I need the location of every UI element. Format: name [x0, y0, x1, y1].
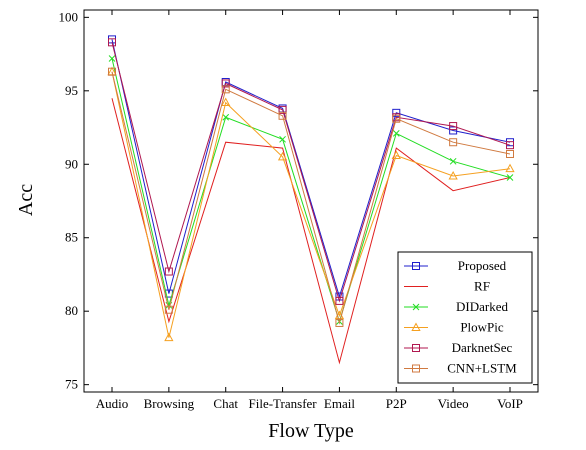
y-axis-title: Acc	[15, 184, 37, 216]
legend-item-didarked: DIDarked	[404, 299, 508, 314]
marker-stroke	[412, 303, 420, 311]
series-line-darknetsec	[111, 42, 511, 303]
x-tick-label: Browsing	[144, 396, 195, 411]
data-point-didarked	[222, 113, 230, 121]
legend-label: Proposed	[458, 258, 507, 273]
y-tick-label: 85	[65, 230, 78, 245]
data-point-cnn-lstm	[506, 149, 514, 158]
legend-marker	[411, 322, 421, 331]
data-point-plowpic	[391, 150, 401, 159]
data-point-cnn-lstm	[449, 138, 458, 147]
data-point-darknetsec	[221, 79, 230, 88]
data-point-cnn-lstm	[278, 111, 287, 120]
x-tick-label: Email	[324, 396, 355, 411]
x-tick-label: P2P	[386, 396, 407, 411]
data-point-proposed	[449, 126, 458, 135]
data-point-darknetsec	[506, 141, 514, 150]
marker-stroke	[392, 130, 400, 137]
x-axis-title: Flow Type	[268, 420, 354, 442]
y-tick-label: 95	[65, 83, 78, 98]
x-tick-label: Audio	[96, 396, 129, 411]
data-point-didarked	[449, 157, 457, 165]
data-point-darknetsec	[108, 38, 116, 47]
series-cnn-lstm	[108, 67, 514, 327]
axes-layer: 75 80 85 90 95 100 Audio Browsing Chat File-Trans…	[59, 9, 539, 411]
legend-item-plowpic: PlowPic	[404, 320, 504, 335]
legend-box	[397, 251, 533, 384]
x-tick-label: File-Transfer	[249, 396, 318, 411]
y-tick-label: 80	[65, 303, 78, 318]
legend-marker	[412, 303, 420, 311]
data-point-darknetsec	[164, 267, 173, 276]
data-point-didarked	[506, 174, 514, 181]
data-point-darknetsec	[449, 122, 458, 131]
legend-item-rf: RF	[404, 279, 490, 294]
data-point-cnn-lstm	[392, 114, 401, 123]
plot-frame	[83, 9, 539, 393]
marker-stroke	[108, 55, 116, 62]
data-point-plowpic	[505, 163, 515, 173]
marker-stroke	[506, 174, 514, 181]
data-point-didarked	[392, 130, 400, 137]
series-rf	[111, 98, 511, 365]
legend-marker	[412, 262, 420, 270]
marker-stroke	[222, 113, 230, 121]
legend-item-proposed: Proposed	[404, 258, 507, 273]
x-tick-label: VoIP	[497, 396, 523, 411]
data-point-darknetsec	[335, 296, 344, 305]
series-line-cnn-lstm	[111, 71, 511, 325]
series-line-rf	[111, 98, 511, 365]
legend-marker	[412, 344, 420, 352]
data-point-didarked	[279, 135, 286, 143]
y-tick-label: 75	[65, 377, 78, 392]
series-layer	[107, 35, 515, 365]
legend-label: DarknetSec	[452, 340, 513, 355]
data-point-cnn-lstm	[221, 85, 230, 94]
data-point-proposed	[392, 108, 401, 117]
legend: Proposed RF DIDarked PlowPic DarknetSec CNN+L…	[397, 251, 533, 384]
marker-stroke	[279, 135, 286, 143]
data-point-cnn-lstm	[335, 318, 344, 327]
series-line-plowpic	[111, 71, 511, 338]
data-point-plowpic	[221, 97, 231, 107]
y-tick-label: 100	[59, 9, 79, 24]
legend-label: PlowPic	[460, 320, 504, 335]
legend-item-darknetsec: DarknetSec	[404, 340, 513, 355]
legend-item-cnn-lstm: CNN+LSTM	[404, 361, 517, 376]
series-line-proposed	[111, 39, 511, 299]
data-point-plowpic	[448, 170, 458, 180]
y-tick-label: 90	[65, 156, 78, 171]
x-tick-label: Chat	[213, 396, 238, 411]
data-point-cnn-lstm	[108, 67, 116, 76]
data-point-didarked	[108, 55, 116, 62]
data-point-plowpic	[164, 332, 174, 342]
legend-marker	[412, 364, 420, 373]
marker-stroke	[449, 157, 457, 165]
legend-label: DIDarked	[456, 299, 508, 314]
data-point-proposed	[108, 35, 116, 44]
data-point-plowpic	[277, 151, 288, 161]
series-darknetsec	[108, 38, 514, 305]
x-tick-label: Video	[438, 396, 469, 411]
data-point-darknetsec	[278, 105, 287, 114]
data-point-cnn-lstm	[164, 305, 173, 314]
legend-label: CNN+LSTM	[447, 361, 517, 376]
legend-label: RF	[474, 279, 490, 294]
